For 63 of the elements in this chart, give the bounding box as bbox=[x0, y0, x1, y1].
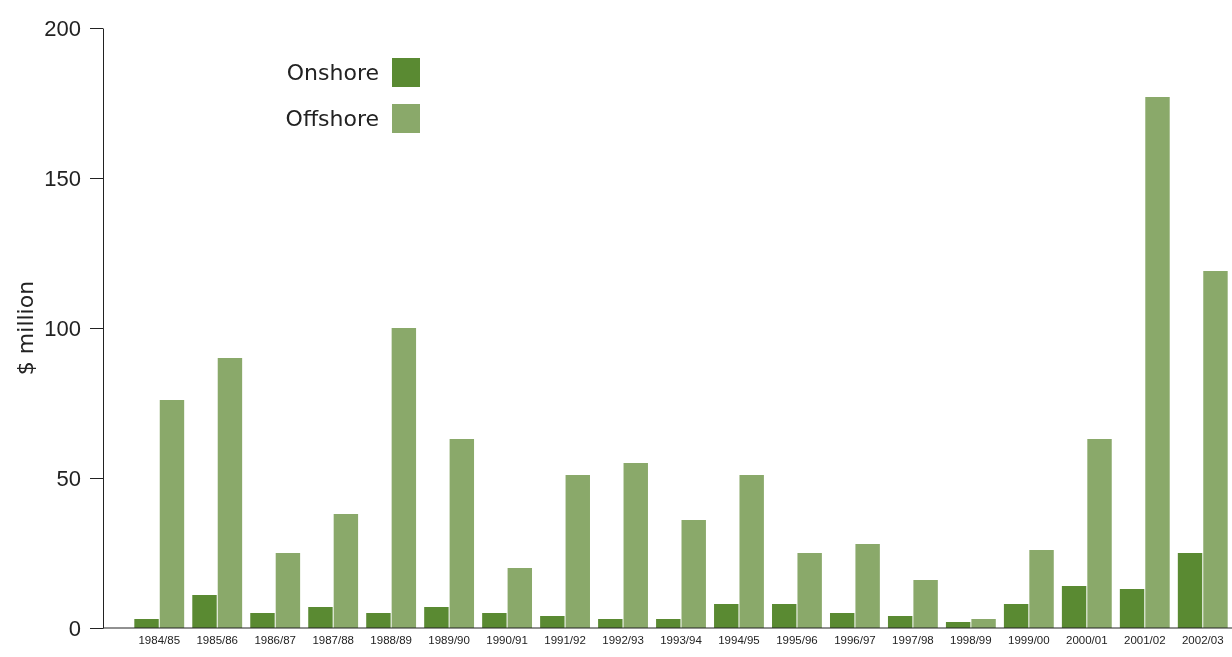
bar bbox=[275, 553, 301, 628]
bar bbox=[598, 619, 623, 628]
x-tick-label: 1984/85 bbox=[138, 633, 181, 646]
bar bbox=[134, 619, 159, 628]
bar bbox=[772, 604, 797, 628]
bar bbox=[1145, 97, 1170, 628]
bar bbox=[449, 439, 475, 628]
bar bbox=[829, 613, 855, 628]
bar bbox=[1119, 589, 1145, 628]
bar bbox=[1003, 604, 1029, 628]
y-axis-title: $ million bbox=[13, 280, 38, 376]
x-tick-label: 2002/03 bbox=[1181, 633, 1224, 646]
bar bbox=[1061, 586, 1087, 628]
y-tick-label: 50 bbox=[56, 465, 81, 491]
bar bbox=[739, 475, 764, 628]
x-tick-label: 1992/93 bbox=[602, 633, 644, 646]
x-tick-label: 1994/95 bbox=[718, 633, 760, 646]
x-tick-label: 1986/87 bbox=[254, 633, 296, 646]
bar bbox=[1177, 553, 1203, 628]
bar bbox=[507, 568, 533, 628]
x-tick-label: 1988/89 bbox=[370, 633, 412, 646]
bar bbox=[1087, 439, 1112, 628]
bar bbox=[250, 613, 275, 628]
x-tick-label: 1987/88 bbox=[312, 633, 354, 646]
legend-label: Offshore bbox=[285, 106, 379, 131]
x-tick-label: 1993/94 bbox=[660, 633, 703, 646]
x-tick-label: 1995/96 bbox=[776, 633, 818, 646]
bar bbox=[192, 595, 217, 628]
bar bbox=[1029, 550, 1054, 628]
x-tick-label: 1989/90 bbox=[428, 633, 470, 646]
bar bbox=[540, 616, 565, 628]
x-tick-label: 1985/86 bbox=[196, 633, 239, 646]
bar bbox=[366, 613, 391, 628]
bar bbox=[308, 607, 333, 628]
bar bbox=[714, 604, 739, 628]
bar bbox=[424, 607, 449, 628]
x-tick-label: 1998/99 bbox=[950, 633, 992, 646]
bar bbox=[681, 520, 706, 628]
bar bbox=[855, 544, 880, 628]
bar bbox=[391, 328, 417, 628]
x-tick-label: 1991/92 bbox=[544, 633, 586, 646]
bar bbox=[482, 613, 507, 628]
bar bbox=[217, 358, 243, 628]
x-tick-label: 2001/02 bbox=[1123, 633, 1166, 646]
bar bbox=[333, 514, 359, 628]
y-tick-label: 100 bbox=[44, 315, 81, 341]
y-tick-label: 150 bbox=[44, 165, 81, 191]
bar bbox=[1203, 271, 1228, 628]
legend-label: Onshore bbox=[286, 60, 379, 85]
x-tick-label: 1990/91 bbox=[486, 633, 528, 646]
bar bbox=[159, 400, 185, 628]
x-tick-label: 2000/01 bbox=[1066, 633, 1108, 646]
x-tick-label: 1996/97 bbox=[834, 633, 876, 646]
x-tick-label: 1997/98 bbox=[892, 633, 934, 646]
bar bbox=[887, 616, 913, 628]
bar bbox=[623, 463, 648, 628]
bar bbox=[971, 619, 996, 628]
bar bbox=[797, 553, 822, 628]
y-tick-label: 200 bbox=[44, 15, 81, 41]
bar bbox=[913, 580, 938, 628]
x-tick-label: 1999/00 bbox=[1008, 633, 1050, 646]
bar bbox=[565, 475, 590, 628]
y-tick-label: 0 bbox=[68, 615, 81, 641]
